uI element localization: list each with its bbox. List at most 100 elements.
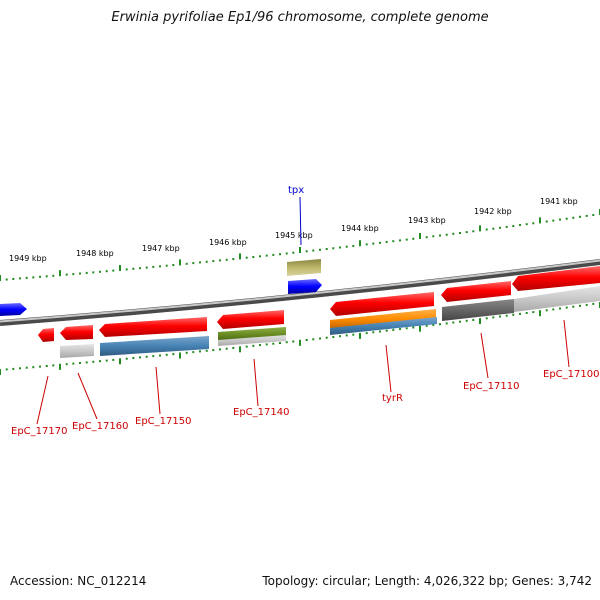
scale-major-tick xyxy=(179,352,181,359)
scale-minor-tick xyxy=(165,353,168,356)
scale-minor-tick xyxy=(332,336,335,338)
label-EpC_17100[interactable]: EpC_17100 xyxy=(543,369,599,380)
scale-major-tick xyxy=(239,346,241,353)
scale-minor-tick xyxy=(512,225,515,227)
backbone-highlight xyxy=(0,259,600,323)
label-tyrR[interactable]: tyrR xyxy=(382,393,403,404)
label-EpC_17160[interactable]: EpC_17160 xyxy=(72,421,128,432)
scale-major-tick xyxy=(359,332,361,339)
scale-minor-tick xyxy=(192,262,195,265)
scale-minor-tick xyxy=(72,362,75,365)
scale-minor-tick xyxy=(325,336,328,339)
scale-minor-tick xyxy=(532,311,535,314)
scale-minor-tick xyxy=(265,343,268,346)
gene-EpC_17160-annotation xyxy=(60,344,94,358)
scale-minor-tick xyxy=(212,349,215,352)
scale-minor-tick xyxy=(372,242,375,245)
scale-minor-tick xyxy=(585,214,588,217)
scale-label-1949: 1949 kbp xyxy=(9,254,47,263)
scale-minor-tick xyxy=(265,254,268,257)
gene-tpx[interactable] xyxy=(287,259,322,294)
scale-label-1942: 1942 kbp xyxy=(474,207,512,216)
scale-minor-tick xyxy=(219,259,221,262)
gene-EpC_17140-annotation xyxy=(218,327,286,341)
gene-tyrR[interactable] xyxy=(330,292,437,335)
gene-EpC_17110[interactable] xyxy=(441,281,514,321)
scale-minor-tick xyxy=(292,251,295,254)
scale-minor-tick xyxy=(272,253,275,256)
scale-minor-tick xyxy=(292,340,295,343)
scale-minor-tick xyxy=(45,275,48,278)
scale-minor-tick xyxy=(372,331,375,334)
gene-labels: tpx EpC_17170 EpC_17160 EpC_17150 EpC_17… xyxy=(11,185,599,437)
gene-EpC_17150[interactable] xyxy=(99,317,209,356)
scale-minor-tick xyxy=(312,338,315,341)
label-EpC_17110[interactable]: EpC_17110 xyxy=(463,381,519,392)
leader-tyrR xyxy=(385,344,392,393)
label-EpC_17140[interactable]: EpC_17140 xyxy=(233,407,289,418)
scale-minor-tick xyxy=(285,252,288,255)
scale-minor-tick xyxy=(465,319,468,322)
scale-major-tick xyxy=(539,217,541,224)
scale-minor-tick xyxy=(125,268,128,271)
scale-major-tick xyxy=(119,358,121,365)
scale-minor-tick xyxy=(99,270,101,273)
chromosome-backbone xyxy=(0,259,600,326)
gene-left-edge[interactable] xyxy=(0,303,27,316)
scale-minor-tick xyxy=(505,314,508,317)
scale-minor-tick xyxy=(425,236,428,239)
scale-minor-tick xyxy=(432,324,435,326)
scale-label-1947: 1947 kbp xyxy=(142,244,180,253)
scale-minor-tick xyxy=(12,367,15,370)
gene-EpC_17140[interactable] xyxy=(217,310,286,346)
scale-minor-tick xyxy=(199,261,201,264)
scale-minor-tick xyxy=(525,312,528,314)
gene-EpC_17150-arrow xyxy=(99,317,207,337)
scale-minor-tick xyxy=(452,232,455,235)
scale-minor-tick xyxy=(345,334,348,337)
scale-minor-tick xyxy=(559,218,561,221)
gene-EpC_17100[interactable] xyxy=(512,266,600,312)
scale-minor-tick xyxy=(185,262,188,265)
scale-minor-tick xyxy=(52,364,55,367)
scale-major-tick xyxy=(299,247,301,253)
scale-minor-tick xyxy=(305,339,308,341)
scale-minor-tick xyxy=(305,250,308,253)
scale-minor-tick xyxy=(512,313,515,316)
scale-minor-tick xyxy=(452,321,455,324)
scale-minor-tick xyxy=(145,355,148,358)
scale-minor-tick xyxy=(319,337,321,340)
gene-EpC_17160[interactable] xyxy=(60,325,94,358)
scale-minor-tick xyxy=(505,225,508,228)
scale-minor-tick xyxy=(172,264,175,266)
scale-minor-tick xyxy=(565,306,568,309)
scale-major-tick xyxy=(479,225,481,232)
scale-minor-tick xyxy=(112,269,115,272)
scale-minor-tick xyxy=(5,278,8,281)
scale-minor-tick xyxy=(65,363,68,366)
scale-minor-tick xyxy=(39,365,41,368)
scale-minor-tick xyxy=(385,329,388,332)
gene-tyrR-annotation xyxy=(330,309,436,329)
scale-minor-tick xyxy=(385,241,388,243)
scale-ticks-lower xyxy=(0,302,600,375)
leader-EpC_17140 xyxy=(253,358,259,407)
label-EpC_17170[interactable]: EpC_17170 xyxy=(11,426,67,437)
scale-minor-tick xyxy=(545,309,548,312)
scale-minor-tick xyxy=(52,274,55,277)
scale-minor-tick xyxy=(272,342,275,345)
scale-minor-tick xyxy=(579,215,581,218)
scale-minor-tick xyxy=(465,231,468,234)
scale-minor-tick xyxy=(185,351,188,354)
label-EpC_17150[interactable]: EpC_17150 xyxy=(135,416,191,427)
scale-minor-tick xyxy=(172,353,175,356)
scale-ticks-upper xyxy=(0,209,600,281)
leader-tpx xyxy=(299,196,302,246)
scale-minor-tick xyxy=(459,232,461,234)
label-tpx[interactable]: tpx xyxy=(288,185,304,196)
gene-EpC_17170[interactable] xyxy=(38,328,54,342)
scale-minor-tick xyxy=(592,302,595,305)
scale-label-1945: 1945 kbp xyxy=(275,231,313,240)
leader-EpC_17150 xyxy=(155,366,161,415)
scale-minor-tick xyxy=(445,322,448,325)
